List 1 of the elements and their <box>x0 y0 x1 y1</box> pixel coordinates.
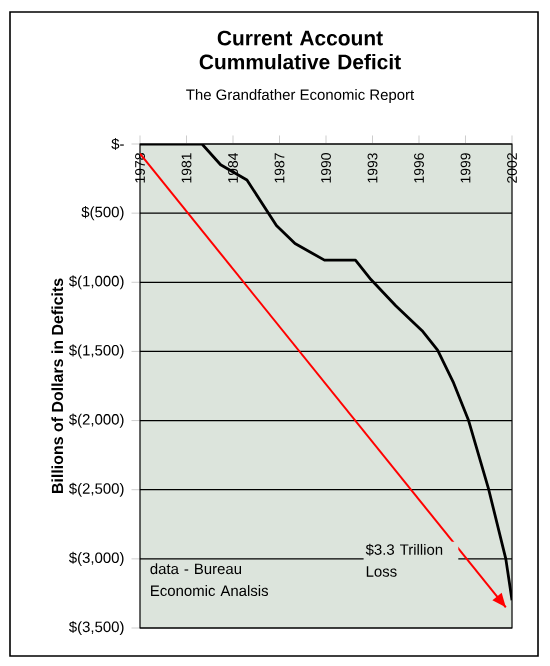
chart-title: Current Account Cummulative Deficit <box>199 30 401 70</box>
